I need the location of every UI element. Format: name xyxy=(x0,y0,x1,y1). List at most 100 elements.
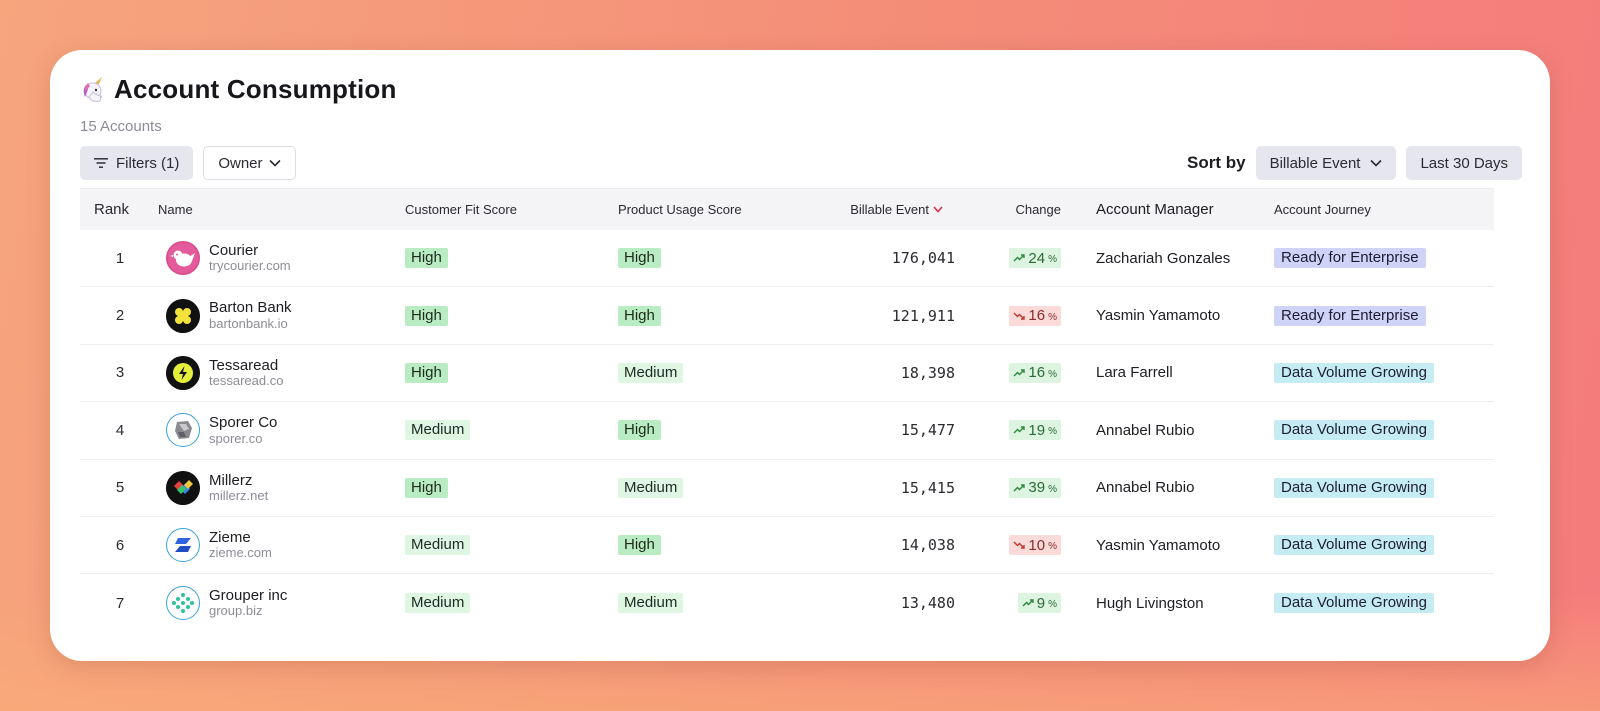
customer-fit-badge: High xyxy=(405,305,448,326)
account-name[interactable]: Sporer Co xyxy=(209,414,278,432)
account-journey-badge: Data Volume Growing xyxy=(1274,420,1434,441)
percent-sign: % xyxy=(1048,368,1057,380)
table-row[interactable]: 6 Zieme zieme.com Medium High 14,038 10%… xyxy=(80,517,1494,575)
change-value: 24 xyxy=(1028,249,1046,267)
name-cell: Barton Bank bartonbank.io xyxy=(158,298,405,333)
percent-sign: % xyxy=(1048,426,1057,438)
column-header-billable-event-label: Billable Event xyxy=(850,202,929,217)
product-usage-badge: Medium xyxy=(618,593,684,614)
percent-sign: % xyxy=(1048,599,1057,611)
change-value: 9 xyxy=(1036,594,1046,612)
column-header-customer-fit[interactable]: Customer Fit Score xyxy=(405,202,517,217)
account-journey-badge: Ready for Enterprise xyxy=(1274,305,1426,326)
percent-sign: % xyxy=(1048,541,1057,553)
account-journey-badge: Data Volume Growing xyxy=(1274,477,1434,498)
grouper-inc-logo-icon xyxy=(166,586,200,621)
customer-fit-badge: Medium xyxy=(405,420,471,441)
account-domain: sporer.co xyxy=(209,430,263,446)
account-journey-badge: Data Volume Growing xyxy=(1274,593,1434,614)
unicorn-icon xyxy=(83,76,102,102)
date-range-button[interactable]: Last 30 Days xyxy=(1406,146,1522,180)
trend-up-icon xyxy=(1022,599,1034,607)
account-journey-badge: Ready for Enterprise xyxy=(1274,248,1426,269)
filters-button[interactable]: Filters (1) xyxy=(80,146,194,180)
product-usage-badge: Medium xyxy=(618,362,684,383)
account-manager: Yasmin Yamamoto xyxy=(1096,536,1221,554)
percent-sign: % xyxy=(1048,254,1057,266)
trend-up-icon xyxy=(1013,426,1026,434)
product-usage-badge: High xyxy=(618,420,661,441)
millerz-logo-icon xyxy=(166,470,200,505)
product-usage-badge: High xyxy=(618,305,661,326)
name-cell: Sporer Co sporer.co xyxy=(158,413,405,448)
account-name[interactable]: Millerz xyxy=(209,471,253,489)
account-name[interactable]: Tessaread xyxy=(209,356,279,374)
rank-cell: 5 xyxy=(115,479,125,497)
trend-down-icon xyxy=(1013,312,1026,320)
account-count: 15 Accounts xyxy=(80,118,162,135)
billable-event-value: 14,038 xyxy=(900,536,955,555)
change-value: 10 xyxy=(1028,536,1046,554)
billable-event-value: 15,477 xyxy=(900,421,955,440)
change-badge: 16% xyxy=(1009,305,1061,326)
column-header-billable-event[interactable]: Billable Event xyxy=(791,202,955,217)
sort-by-label: Sort by xyxy=(1187,153,1246,172)
name-cell: Courier trycourier.com xyxy=(158,241,405,276)
table-row[interactable]: 3 Tessaread tessaread.co High Medium 18,… xyxy=(80,345,1494,403)
customer-fit-badge: High xyxy=(405,362,448,383)
account-domain: zieme.com xyxy=(209,545,272,561)
owner-dropdown[interactable]: Owner xyxy=(203,146,296,180)
customer-fit-badge: Medium xyxy=(405,593,471,614)
change-badge: 16% xyxy=(1009,362,1061,383)
rank-cell: 1 xyxy=(115,249,125,267)
column-header-product-usage[interactable]: Product Usage Score xyxy=(618,202,742,217)
change-value: 19 xyxy=(1028,421,1046,439)
product-usage-badge: High xyxy=(618,248,661,269)
name-cell: Tessaread tessaread.co xyxy=(158,355,405,390)
chevron-down-icon xyxy=(1370,159,1383,167)
account-manager: Zachariah Gonzales xyxy=(1096,249,1231,267)
zieme-logo-icon xyxy=(166,528,200,563)
column-header-name[interactable]: Name xyxy=(158,202,193,217)
sort-field-dropdown[interactable]: Billable Event xyxy=(1255,146,1397,180)
account-name[interactable]: Zieme xyxy=(209,529,251,547)
column-header-account-journey[interactable]: Account Journey xyxy=(1274,202,1371,217)
account-name[interactable]: Grouper inc xyxy=(209,586,288,604)
account-name[interactable]: Courier xyxy=(209,242,259,260)
table-row[interactable]: 5 Millerz millerz.net High Medium 15,415… xyxy=(80,460,1494,517)
sort-descending-icon xyxy=(933,206,943,213)
column-header-account-manager[interactable]: Account Manager xyxy=(1096,201,1214,218)
account-manager: Yasmin Yamamoto xyxy=(1096,307,1221,325)
change-badge: 24% xyxy=(1009,248,1061,269)
billable-event-value: 18,398 xyxy=(900,363,955,382)
account-domain: trycourier.com xyxy=(209,258,291,274)
change-badge: 10% xyxy=(1009,535,1061,556)
column-header-rank[interactable]: Rank xyxy=(94,201,130,218)
accounts-table: Rank Name Customer Fit Score Product Usa… xyxy=(80,188,1494,632)
table-row[interactable]: 2 Barton Bank bartonbank.io High High 12… xyxy=(80,287,1494,345)
table-row[interactable]: 1 Courier trycourier.com High High 176,0… xyxy=(80,230,1494,288)
billable-event-value: 15,415 xyxy=(900,478,955,497)
trend-up-icon xyxy=(1013,369,1026,377)
rank-cell: 7 xyxy=(115,594,125,612)
rank-cell: 6 xyxy=(115,536,125,554)
change-value: 16 xyxy=(1028,364,1046,382)
account-domain: bartonbank.io xyxy=(209,315,288,331)
table-row[interactable]: 7 Grouper inc group.biz Medium Medium 13… xyxy=(80,574,1494,631)
table-header: Rank Name Customer Fit Score Product Usa… xyxy=(80,188,1494,230)
trend-up-icon xyxy=(1013,484,1026,492)
table-row[interactable]: 4 Sporer Co sporer.co Medium High 15,477… xyxy=(80,402,1494,460)
column-header-change[interactable]: Change xyxy=(1015,202,1061,217)
sort-field-label: Billable Event xyxy=(1269,154,1361,172)
date-range-label: Last 30 Days xyxy=(1420,154,1508,172)
customer-fit-badge: High xyxy=(405,477,448,498)
account-manager: Hugh Livingston xyxy=(1096,594,1204,612)
page-title: Account Consumption xyxy=(114,74,397,104)
percent-sign: % xyxy=(1048,311,1057,323)
name-cell: Zieme zieme.com xyxy=(158,528,405,563)
sort-toolbar: Sort by Billable Event Last 30 Days xyxy=(1187,146,1522,180)
account-name[interactable]: Barton Bank xyxy=(209,299,292,317)
account-manager: Lara Farrell xyxy=(1096,364,1173,382)
trend-up-icon xyxy=(1013,254,1026,262)
account-domain: tessaread.co xyxy=(209,373,284,389)
